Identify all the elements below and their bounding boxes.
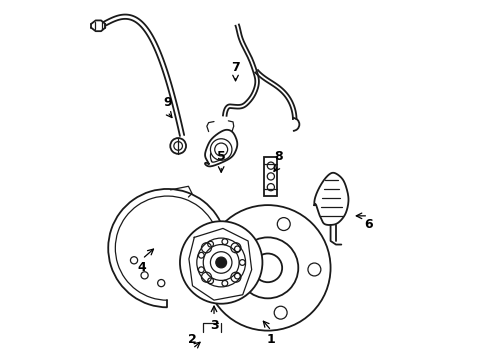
Circle shape [224, 233, 237, 246]
Circle shape [277, 217, 289, 230]
Circle shape [215, 257, 226, 268]
Circle shape [204, 205, 330, 330]
Text: 6: 6 [363, 218, 372, 231]
Circle shape [230, 272, 241, 282]
Text: 3: 3 [209, 319, 218, 332]
Text: 8: 8 [274, 150, 282, 163]
Bar [264, 157, 277, 196]
Text: 4: 4 [138, 261, 146, 274]
Circle shape [170, 138, 185, 154]
Circle shape [230, 243, 241, 253]
Circle shape [201, 243, 211, 253]
Circle shape [222, 288, 235, 300]
Circle shape [210, 139, 231, 160]
Circle shape [180, 221, 262, 304]
Text: 1: 1 [266, 333, 275, 346]
Circle shape [307, 263, 320, 276]
Text: 9: 9 [163, 96, 171, 109]
Circle shape [201, 272, 211, 282]
Circle shape [274, 306, 286, 319]
Text: 2: 2 [188, 333, 197, 346]
Text: 5: 5 [216, 150, 225, 163]
Text: 7: 7 [231, 60, 240, 73]
